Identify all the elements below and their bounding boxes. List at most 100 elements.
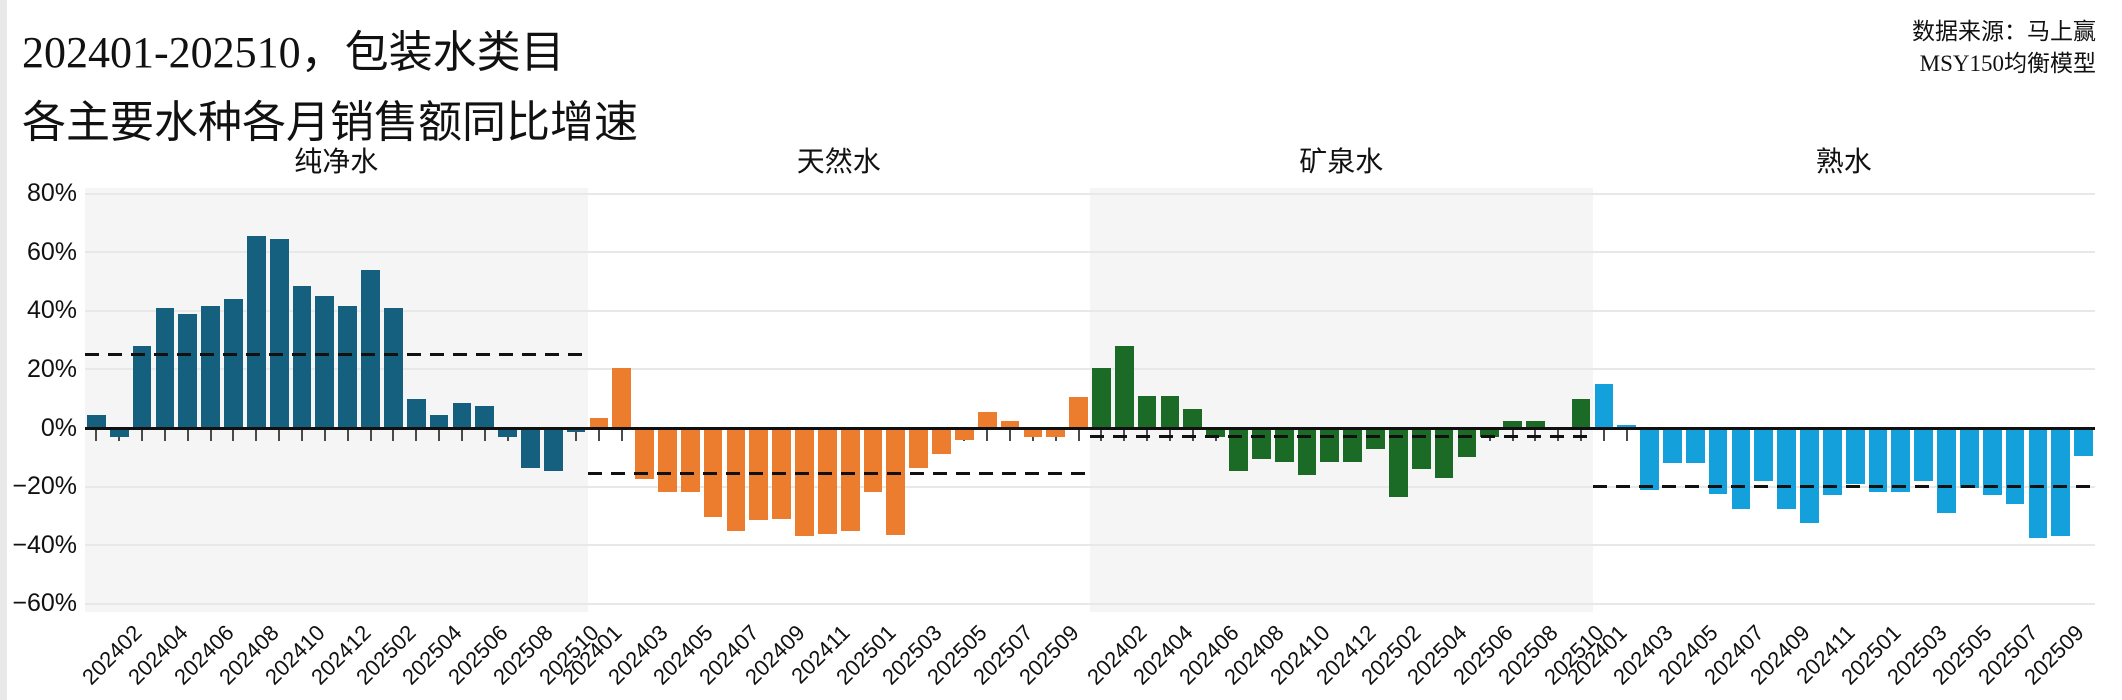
bar-天然水-202402 [612,367,632,428]
bar-熟水-202509 [2051,429,2071,537]
bar-矿泉水-202508 [1526,420,1545,428]
bar-熟水-202403 [1640,429,1659,490]
bar-纯净水-202501 [361,269,380,428]
bar-纯净水-202409 [269,239,289,428]
bar-天然水-202401 [589,417,609,428]
bar-熟水-202506 [1982,429,2002,496]
bar-矿泉水-202502 [1388,429,1408,497]
bar-天然水-202412 [840,429,860,531]
bar-矿泉水-202403 [1137,395,1157,428]
bar-纯净水-202412 [338,306,358,428]
bar-熟水-202503 [1914,429,1934,481]
x-tick [415,430,418,441]
y-axis-label: 0% [40,413,77,442]
mean-dashed-line-1 [587,471,1090,475]
x-tick [986,430,989,441]
panel-title-3: 熟水 [1815,147,1872,178]
left-edge-strip [0,0,7,700]
bar-天然水-202405 [680,429,700,493]
bar-纯净水-202506 [475,406,495,428]
bar-熟水-202412 [1845,429,1865,484]
bar-矿泉水-202504 [1434,429,1454,478]
gridline-60 [85,251,2095,254]
chart-title-line1: 202401-202510，包装水类目 [22,28,565,77]
bar-矿泉水-202408 [1251,429,1271,459]
bar-熟水-202404 [1663,429,1682,464]
gridline--20 [85,485,2095,488]
bar-矿泉水-202506 [1480,429,1500,437]
model-name-text: MSY150均衡模型 [1919,51,2096,76]
bar-天然水-202507 [1000,420,1020,428]
bar-矿泉水-202505 [1457,429,1477,458]
bar-熟水-202510 [2074,429,2093,456]
bar-天然水-202407 [726,429,746,531]
bar-纯净水-202407 [224,299,243,428]
mean-dashed-line-2 [1090,435,1593,439]
bar-熟水-202408 [1754,429,1774,481]
bar-纯净水-202408 [246,236,266,428]
x-tick [1009,430,1012,441]
x-tick [141,430,144,441]
x-tick [232,430,235,441]
bar-熟水-202505 [1960,429,1979,489]
y-axis-label: 60% [26,237,77,266]
bar-纯净水-202411 [315,296,335,428]
x-tick [369,430,372,441]
y-axis-label: −20% [12,472,77,501]
x-tick [483,430,486,441]
panel-title-2: 矿泉水 [1299,147,1384,178]
bar-天然水-202506 [977,411,997,428]
x-tick [438,430,441,441]
x-tick [575,430,578,441]
bar-纯净水-202402 [109,429,129,437]
bar-熟水-202409 [1777,429,1796,509]
bar-矿泉水-202401 [1092,367,1111,428]
y-axis-label: 40% [26,296,77,325]
bar-纯净水-202503 [406,398,426,428]
bar-矿泉水-202410 [1297,429,1317,475]
x-tick [1602,430,1605,441]
mean-dashed-line-0 [85,353,588,357]
x-tick [300,430,303,441]
bar-天然水-202510 [1069,397,1088,428]
gridline-80 [85,192,2095,195]
bar-天然水-202509 [1046,429,1066,437]
bar-天然水-202504 [932,429,951,455]
chart-title-line2: 各主要水种各月销售额同比增速 [22,98,638,147]
x-tick [1625,430,1628,441]
bar-矿泉水-202507 [1503,420,1522,428]
x-tick [1077,430,1080,441]
bar-熟水-202507 [2005,429,2025,505]
bar-熟水-202401 [1594,384,1614,428]
bar-熟水-202411 [1822,429,1842,496]
gridline--60 [85,602,2095,605]
x-tick [346,430,349,441]
x-tick [209,430,212,441]
bar-纯净水-202510 [566,429,586,433]
bar-熟水-202502 [1891,429,1911,493]
bar-矿泉水-202405 [1183,408,1203,428]
x-tick [95,430,98,441]
bar-天然水-202505 [955,429,974,440]
bar-纯净水-202504 [429,414,449,428]
bar-矿泉水-202503 [1411,429,1431,470]
bar-矿泉水-202510 [1571,398,1591,428]
bar-天然水-202408 [749,429,769,521]
bar-矿泉水-202402 [1114,345,1134,428]
x-tick [255,430,258,441]
x-tick [620,430,623,441]
bar-熟水-202405 [1685,429,1705,464]
bar-熟水-202407 [1731,429,1751,509]
bar-纯净水-202401 [87,414,106,428]
bar-纯净水-202403 [132,345,152,428]
bar-熟水-202501 [1868,429,1888,493]
bar-天然水-202410 [795,429,814,537]
y-axis-label: 20% [26,354,77,383]
bar-天然水-202502 [886,429,906,535]
bar-天然水-202501 [863,429,883,493]
bar-纯净水-202505 [452,403,472,428]
x-tick [163,430,166,441]
panel-title-1: 天然水 [796,147,881,178]
bar-矿泉水-202406 [1206,429,1225,437]
x-tick [278,430,281,441]
